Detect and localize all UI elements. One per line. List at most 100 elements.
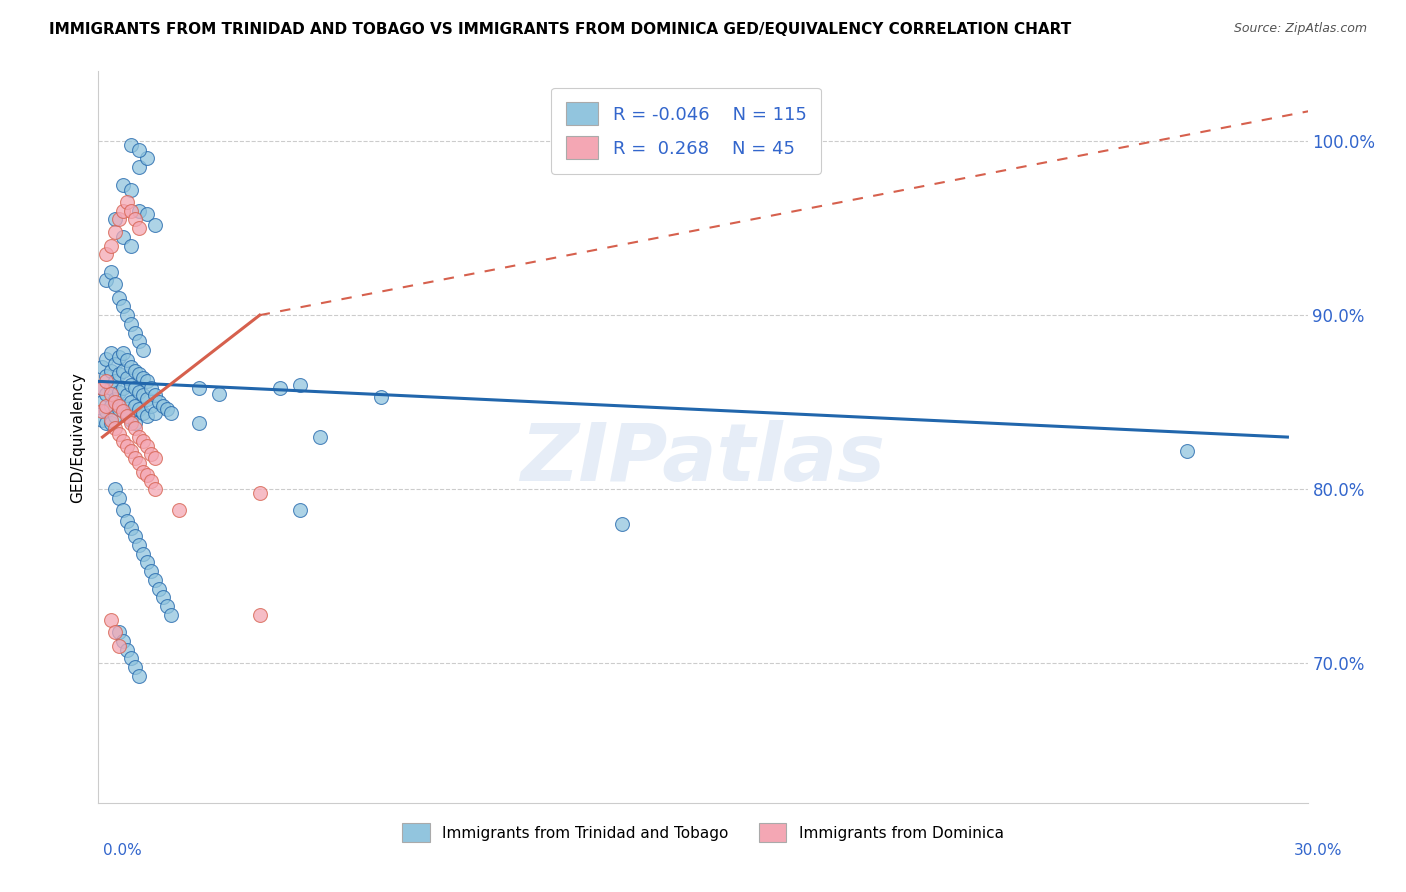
Point: [152, 591, 174, 605]
Point: [128, 143, 150, 157]
Point: [124, 399, 146, 413]
Point: [100, 381, 122, 395]
Point: [124, 326, 146, 340]
Point: [111, 404, 134, 418]
Point: [91, 404, 114, 418]
Point: [107, 426, 129, 441]
Point: [111, 178, 134, 192]
Point: [103, 409, 125, 424]
Point: [111, 434, 134, 448]
Point: [120, 238, 142, 252]
Point: [1175, 444, 1198, 458]
Point: [103, 395, 125, 409]
Y-axis label: GED/Equivalency: GED/Equivalency: [70, 372, 86, 502]
Point: [115, 388, 138, 402]
Point: [120, 395, 142, 409]
Point: [132, 547, 155, 561]
Point: [143, 573, 166, 587]
Point: [111, 300, 134, 314]
Point: [148, 395, 170, 409]
Point: [124, 421, 146, 435]
Point: [124, 212, 146, 227]
Point: [96, 416, 118, 430]
Point: [135, 207, 157, 221]
Point: [115, 353, 138, 368]
Point: [115, 371, 138, 385]
Point: [120, 521, 142, 535]
Point: [111, 381, 134, 395]
Point: [156, 599, 179, 613]
Point: [370, 390, 392, 404]
Point: [103, 212, 125, 227]
Point: [188, 381, 211, 395]
Point: [111, 503, 134, 517]
Point: [135, 468, 157, 483]
Point: [148, 582, 170, 596]
Point: [96, 273, 118, 287]
Point: [100, 265, 122, 279]
Point: [143, 388, 166, 402]
Point: [128, 668, 150, 682]
Point: [288, 377, 311, 392]
Point: [309, 430, 332, 444]
Point: [139, 399, 162, 413]
Point: [139, 448, 162, 462]
Point: [120, 137, 142, 152]
Point: [91, 360, 114, 375]
Point: [96, 351, 118, 366]
Point: [120, 651, 142, 665]
Point: [96, 375, 118, 389]
Point: [111, 633, 134, 648]
Point: [100, 412, 122, 426]
Point: [139, 381, 162, 395]
Point: [100, 399, 122, 413]
Point: [132, 434, 155, 448]
Point: [135, 375, 157, 389]
Point: [139, 474, 162, 488]
Point: [100, 613, 122, 627]
Point: [132, 343, 155, 357]
Point: [96, 369, 118, 384]
Point: [115, 406, 138, 420]
Point: [124, 529, 146, 543]
Point: [96, 247, 118, 261]
Point: [135, 409, 157, 424]
Point: [107, 384, 129, 399]
Point: [100, 238, 122, 252]
Point: [124, 381, 146, 395]
Point: [120, 412, 142, 426]
Point: [124, 660, 146, 674]
Point: [111, 346, 134, 360]
Point: [120, 183, 142, 197]
Text: IMMIGRANTS FROM TRINIDAD AND TOBAGO VS IMMIGRANTS FROM DOMINICA GED/EQUIVALENCY : IMMIGRANTS FROM TRINIDAD AND TOBAGO VS I…: [49, 22, 1071, 37]
Point: [139, 564, 162, 578]
Text: ZIPatlas: ZIPatlas: [520, 420, 886, 498]
Point: [128, 203, 150, 218]
Point: [103, 357, 125, 371]
Point: [128, 384, 150, 399]
Point: [111, 399, 134, 413]
Point: [111, 364, 134, 378]
Point: [91, 381, 114, 395]
Point: [143, 406, 166, 420]
Point: [152, 399, 174, 413]
Point: [91, 395, 114, 409]
Point: [128, 160, 150, 174]
Point: [288, 503, 311, 517]
Point: [103, 277, 125, 291]
Point: [135, 152, 157, 166]
Point: [103, 375, 125, 389]
Point: [128, 368, 150, 382]
Point: [612, 517, 634, 532]
Point: [107, 402, 129, 417]
Point: [100, 416, 122, 430]
Point: [115, 409, 138, 424]
Point: [132, 465, 155, 479]
Point: [107, 639, 129, 653]
Point: [135, 392, 157, 406]
Point: [143, 483, 166, 497]
Point: [124, 364, 146, 378]
Point: [269, 381, 291, 395]
Point: [115, 439, 138, 453]
Point: [96, 386, 118, 401]
